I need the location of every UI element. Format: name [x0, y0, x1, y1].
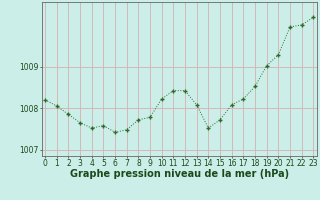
X-axis label: Graphe pression niveau de la mer (hPa): Graphe pression niveau de la mer (hPa) [70, 169, 289, 179]
